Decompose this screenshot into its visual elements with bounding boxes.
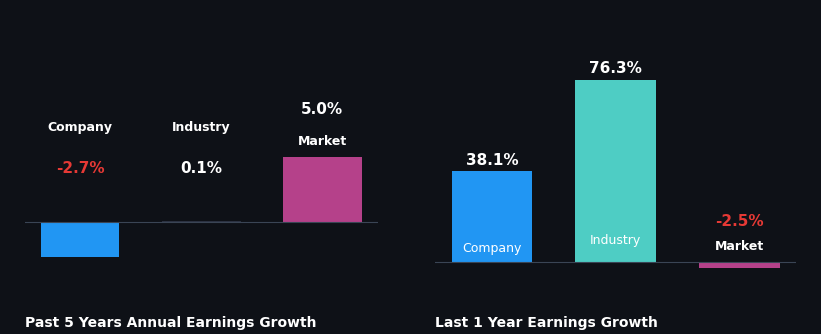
Bar [283,157,361,222]
Text: Industry: Industry [172,121,231,134]
Bar [699,262,780,268]
Text: 76.3%: 76.3% [589,61,642,76]
Text: Company: Company [48,121,112,134]
Text: 38.1%: 38.1% [466,153,518,168]
Bar [41,222,119,257]
Text: Company: Company [462,242,521,255]
Text: Market: Market [298,135,347,148]
Text: 0.1%: 0.1% [180,161,222,176]
Bar [452,171,532,262]
Text: Last 1 Year Earnings Growth: Last 1 Year Earnings Growth [435,316,658,330]
Text: Past 5 Years Annual Earnings Growth: Past 5 Years Annual Earnings Growth [25,316,316,330]
Text: Industry: Industry [590,234,641,247]
Bar [576,80,656,262]
Text: Market: Market [715,239,764,253]
Text: -2.5%: -2.5% [715,214,764,229]
Text: -2.7%: -2.7% [56,161,104,176]
Text: 5.0%: 5.0% [301,102,343,117]
Bar [162,221,241,222]
